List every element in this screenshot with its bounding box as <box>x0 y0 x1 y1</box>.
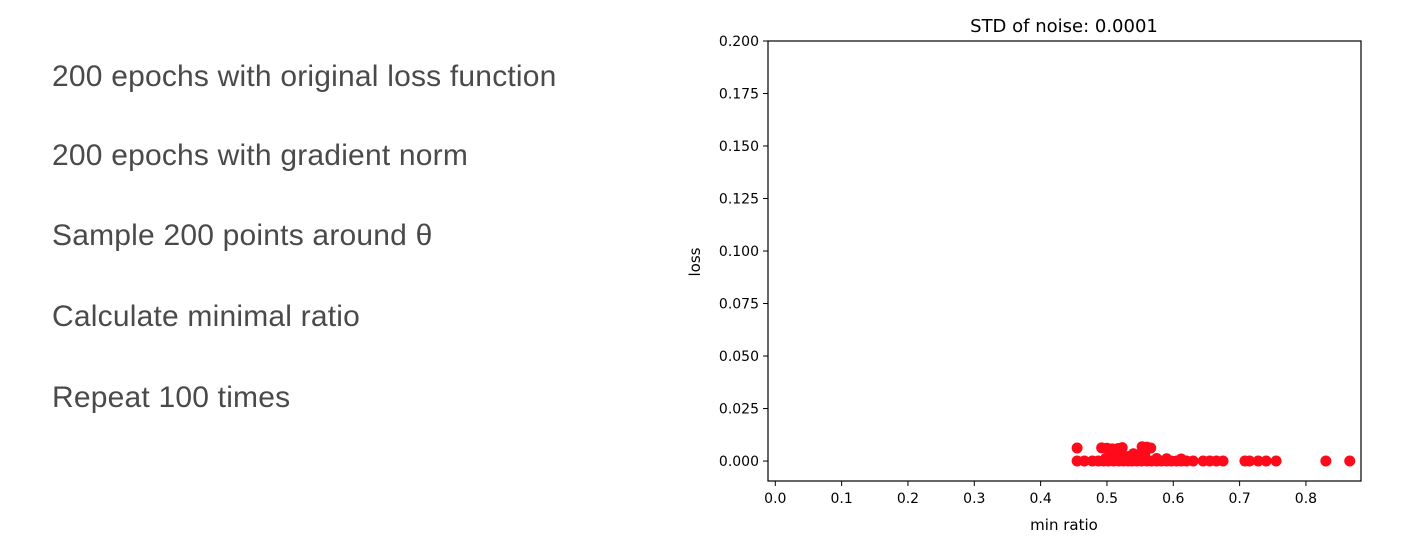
data-point <box>1217 455 1229 467</box>
step-2-text: 200 epochs with gradient norm <box>52 139 469 172</box>
data-point <box>1252 455 1264 467</box>
step-5-text: Repeat 100 times <box>52 381 291 414</box>
y-tick-label: 0.150 <box>719 139 759 155</box>
y-tick-label: 0.100 <box>719 244 759 260</box>
data-point <box>1344 455 1356 467</box>
data-point <box>1260 455 1272 467</box>
x-tick-label: 0.2 <box>897 491 919 507</box>
points-layer <box>1071 441 1356 467</box>
x-tick-label: 0.6 <box>1162 491 1184 507</box>
step-1-text: 200 epochs with original loss function <box>52 60 557 93</box>
x-tick-label: 0.7 <box>1228 491 1250 507</box>
y-tick-label: 0.000 <box>719 454 759 470</box>
x-axis-label: min ratio <box>1030 516 1098 534</box>
x-tick-label: 0.8 <box>1295 491 1317 507</box>
step-3-text: Sample 200 points around θ <box>52 219 433 252</box>
data-point <box>1244 455 1256 467</box>
x-tick-label: 0.0 <box>764 491 786 507</box>
y-axis-label: loss <box>686 247 704 276</box>
y-tick-label: 0.200 <box>719 34 759 50</box>
x-tick-label: 0.4 <box>1029 491 1051 507</box>
data-point <box>1187 455 1199 467</box>
data-point <box>1071 442 1083 454</box>
x-tick-label: 0.5 <box>1096 491 1118 507</box>
y-tick-label: 0.050 <box>719 349 759 365</box>
y-tick-label: 0.175 <box>719 87 759 103</box>
steps-list: 200 epochs with original loss function 2… <box>52 0 672 544</box>
y-tick-label: 0.025 <box>719 402 759 418</box>
data-point <box>1078 455 1090 467</box>
y-tick-label: 0.125 <box>719 192 759 208</box>
ticks-layer: 0.0 0.1 0.2 0.3 0.4 0.5 0.6 0.7 0.8 0.000 0.025 0.0… <box>719 34 1317 507</box>
plot-frame <box>767 40 1362 482</box>
y-tick-label: 0.075 <box>719 297 759 313</box>
step-4-text: Calculate minimal ratio <box>52 300 361 333</box>
data-point <box>1320 455 1332 467</box>
data-point <box>1270 455 1282 467</box>
x-tick-label: 0.3 <box>963 491 985 507</box>
x-tick-label: 0.1 <box>830 491 852 507</box>
chart-title: STD of noise: 0.0001 <box>970 16 1158 37</box>
